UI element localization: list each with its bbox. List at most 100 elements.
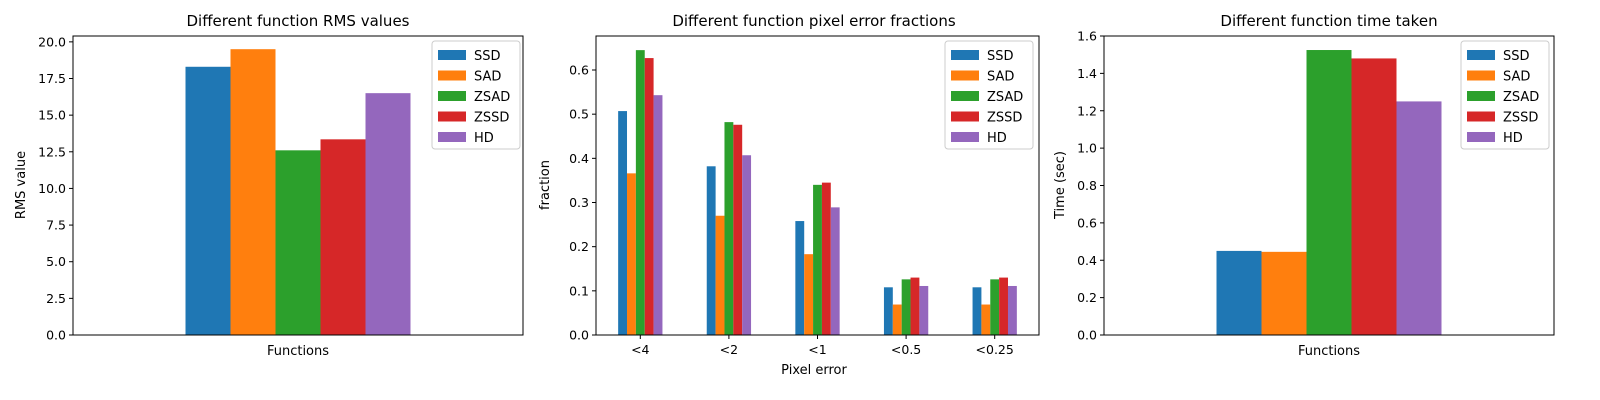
y-tick-label: 0.2	[1077, 290, 1097, 305]
legend-swatch-ssd	[951, 50, 979, 60]
legend-swatch-zsad	[1467, 91, 1495, 101]
bar-hd-0	[365, 93, 411, 335]
legend-swatch-zssd	[1467, 111, 1495, 122]
y-tick-label: 7.5	[46, 218, 66, 233]
legend-label-sad: SAD	[474, 70, 501, 85]
bar-hd-4	[1007, 285, 1017, 335]
x-tick-label: <0.5	[891, 342, 921, 357]
y-tick-label: 1.2	[1077, 103, 1097, 118]
bar-sad-0	[627, 173, 636, 335]
bar-ssd-0	[618, 111, 628, 335]
x-axis-label: Pixel error	[781, 363, 847, 378]
x-tick-label: <2	[720, 342, 738, 357]
legend-box	[431, 40, 521, 150]
bar-sad-0	[1261, 251, 1307, 335]
legend: SSD SAD ZSAD ZSSD HD	[431, 40, 521, 150]
bar-zssd-2	[821, 182, 831, 335]
bar-sad-0	[230, 49, 276, 335]
plot-frame	[72, 35, 524, 336]
legend-swatch-ssd	[1467, 50, 1495, 60]
x-tick-label: <0.25	[976, 342, 1014, 357]
y-tick-label: 10.0	[38, 181, 66, 196]
y-tick-label: 1.6	[1077, 29, 1097, 44]
legend-swatch-sad	[438, 70, 466, 81]
bar-zssd-3	[910, 277, 920, 335]
bar-ssd-0	[1216, 250, 1262, 335]
y-tick-label: 0.3	[569, 195, 589, 210]
bar-hd-0	[653, 95, 663, 336]
y-axis: 0.0 0.2 0.4 0.6 0.8 1.0 1.2 1.4 1.6	[1077, 29, 1104, 343]
chart-title: Different function pixel error fractions	[672, 12, 956, 30]
y-tick-label: 15.0	[38, 108, 66, 123]
bar-zsad-4	[990, 279, 1000, 335]
chart-title: Different function time taken	[1220, 12, 1437, 30]
bar-zssd-0	[320, 139, 366, 335]
bar-zssd-1	[733, 124, 743, 336]
legend-label-hd: HD	[1503, 131, 1523, 146]
bar-hd-3	[919, 285, 929, 335]
legend-swatch-hd	[438, 132, 466, 142]
legend-swatch-hd	[951, 132, 979, 142]
legend-label-zsad: ZSAD	[474, 90, 510, 105]
bar-zsad-1	[724, 122, 734, 336]
bar-zsad-0	[275, 150, 321, 335]
legend-swatch-zsad	[438, 91, 466, 101]
y-tick-label: 20.0	[38, 34, 66, 49]
bar-ssd-1	[706, 166, 716, 335]
bar-hd-2	[830, 207, 840, 335]
y-tick-label: 0.6	[1077, 215, 1097, 230]
y-axis: 0.0 0.1 0.2 0.3 0.4 0.5 0.6	[569, 63, 596, 343]
bars	[185, 49, 411, 335]
chart-pixel-error-fractions: Different function pixel error fractions…	[538, 12, 1040, 378]
bar-zsad-0	[1306, 50, 1352, 336]
bar-zsad-2	[813, 184, 822, 335]
legend-box	[1460, 40, 1550, 150]
x-tick-label: <4	[631, 342, 649, 357]
legend-swatch-hd	[1467, 132, 1495, 142]
y-tick-label: 5.0	[46, 254, 66, 269]
legend-label-hd: HD	[987, 131, 1007, 146]
x-axis: <4 <2 <1 <0.5 <0.25	[631, 335, 1014, 357]
bars	[618, 50, 1017, 336]
y-tick-label: 0.2	[569, 239, 589, 254]
chart-rms-values: Different function RMS values RMS value …	[14, 12, 524, 359]
x-category-label: Functions	[267, 344, 329, 359]
legend: SSD SAD ZSAD ZSSD HD	[944, 40, 1034, 150]
y-axis-label: RMS value	[14, 151, 29, 219]
legend-label-ssd: SSD	[474, 49, 501, 64]
bar-sad-2	[804, 254, 814, 335]
legend-box	[944, 40, 1034, 150]
bars	[1216, 50, 1442, 336]
bar-ssd-0	[185, 66, 231, 335]
legend-label-zssd: ZSSD	[987, 111, 1022, 126]
chart-time-taken: Different function time taken Time (sec)…	[1053, 12, 1555, 359]
bar-zssd-0	[644, 58, 654, 335]
y-tick-label: 0.1	[569, 283, 589, 298]
legend-swatch-zssd	[438, 111, 466, 122]
y-tick-label: 2.5	[46, 291, 66, 306]
y-tick-label: 12.5	[38, 144, 66, 159]
y-tick-label: 0.4	[569, 151, 589, 166]
legend-swatch-sad	[1467, 70, 1495, 81]
legend-swatch-zsad	[951, 91, 979, 101]
y-tick-label: 0.0	[569, 328, 589, 343]
y-tick-label: 1.0	[1077, 141, 1097, 156]
legend-label-zssd: ZSSD	[474, 111, 509, 126]
legend-swatch-ssd	[438, 50, 466, 60]
bar-zssd-0	[1351, 58, 1397, 336]
y-tick-label: 17.5	[38, 71, 66, 86]
x-tick-label: <1	[808, 342, 826, 357]
y-tick-label: 0.8	[1077, 178, 1097, 193]
y-tick-label: 0.4	[1077, 253, 1097, 268]
legend-label-hd: HD	[474, 131, 494, 146]
legend-label-zsad: ZSAD	[1503, 90, 1539, 105]
bar-zsad-3	[901, 279, 911, 335]
bar-hd-1	[742, 155, 752, 335]
y-tick-label: 0.5	[569, 107, 589, 122]
bar-zssd-4	[999, 277, 1008, 335]
legend-label-sad: SAD	[987, 70, 1014, 85]
chart-title: Different function RMS values	[187, 12, 410, 30]
y-tick-label: 1.4	[1077, 66, 1097, 81]
bar-ssd-3	[883, 287, 893, 335]
